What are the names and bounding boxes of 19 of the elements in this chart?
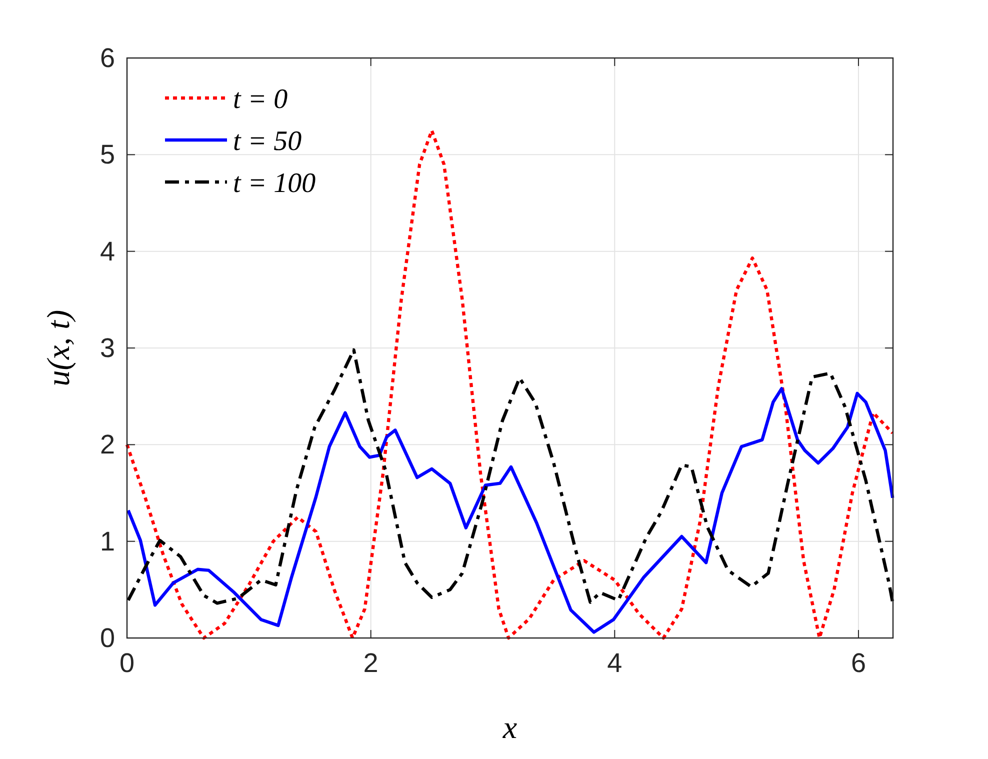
x-axis-title: x	[502, 709, 518, 745]
legend-label: t = 0	[233, 84, 288, 115]
line-series	[126, 348, 894, 605]
x-tick-label: 0	[119, 648, 135, 678]
x-tick-label: 4	[607, 648, 622, 678]
y-tick-label: 6	[100, 43, 115, 73]
y-tick-label: 2	[100, 430, 115, 460]
y-tick-label: 1	[100, 526, 115, 556]
line-series	[126, 387, 894, 634]
x-tick-label: 2	[363, 648, 378, 678]
x-tick-label: 6	[850, 648, 866, 678]
y-tick-label: 3	[100, 333, 115, 363]
y-tick-label: 4	[100, 236, 115, 266]
legend-label: t = 100	[233, 168, 316, 199]
y-tick-label: 0	[100, 623, 115, 653]
y-tick-label: 5	[100, 140, 115, 170]
line-series	[125, 128, 894, 640]
y-axis-title: u(x, t)	[40, 310, 76, 386]
legend-label: t = 50	[233, 126, 302, 157]
